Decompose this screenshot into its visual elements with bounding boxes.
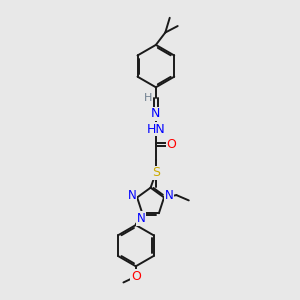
Text: N: N: [165, 190, 174, 202]
Text: N: N: [128, 190, 136, 202]
Text: S: S: [152, 167, 160, 179]
Text: O: O: [131, 270, 141, 283]
Text: N: N: [136, 212, 145, 225]
Text: HN: HN: [146, 123, 165, 136]
Text: O: O: [166, 138, 176, 151]
Text: H: H: [143, 94, 152, 103]
Text: N: N: [151, 107, 160, 120]
